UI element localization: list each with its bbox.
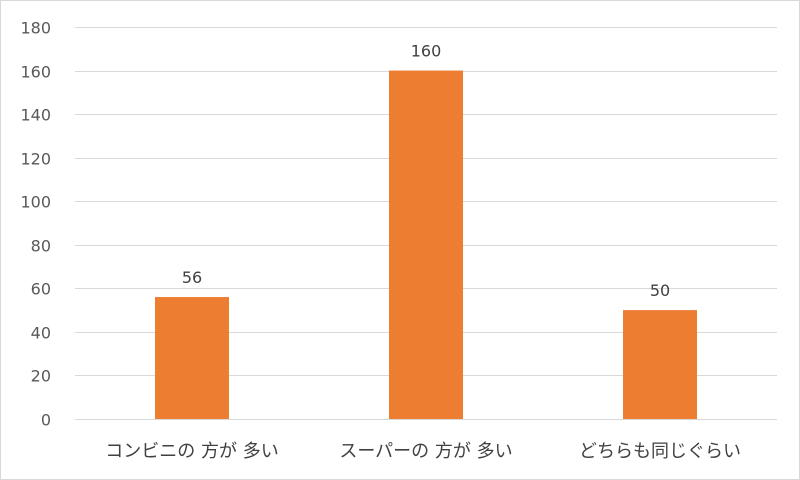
y-tick-label: 60 <box>31 280 51 299</box>
y-tick-label: 160 <box>20 63 51 82</box>
y-tick-label: 140 <box>20 106 51 125</box>
data-labels: 56 160 50 <box>182 42 670 301</box>
bar <box>623 310 697 419</box>
y-tick-label: 100 <box>20 193 51 212</box>
data-label: 160 <box>411 42 442 61</box>
y-tick-label: 180 <box>20 19 51 38</box>
data-label: 50 <box>650 281 670 300</box>
y-tick-label: 20 <box>31 367 51 386</box>
y-axis-ticks: 0 20 40 60 80 100 120 140 160 180 <box>20 19 51 430</box>
x-category-label: スーパーの 方が 多い <box>339 441 512 462</box>
x-category-label: コンビニの 方が 多い <box>105 441 278 462</box>
data-label: 56 <box>182 268 202 287</box>
x-axis-categories: コンビニの 方が 多い スーパーの 方が 多い どちらも同じぐらい <box>105 441 741 462</box>
y-tick-label: 120 <box>20 150 51 169</box>
x-category-label: どちらも同じぐらい <box>579 441 741 462</box>
bars <box>155 70 697 420</box>
bar <box>155 297 229 419</box>
y-tick-label: 0 <box>41 411 51 430</box>
y-tick-label: 80 <box>31 237 51 256</box>
y-tick-label: 40 <box>31 324 51 343</box>
bar <box>389 70 463 420</box>
